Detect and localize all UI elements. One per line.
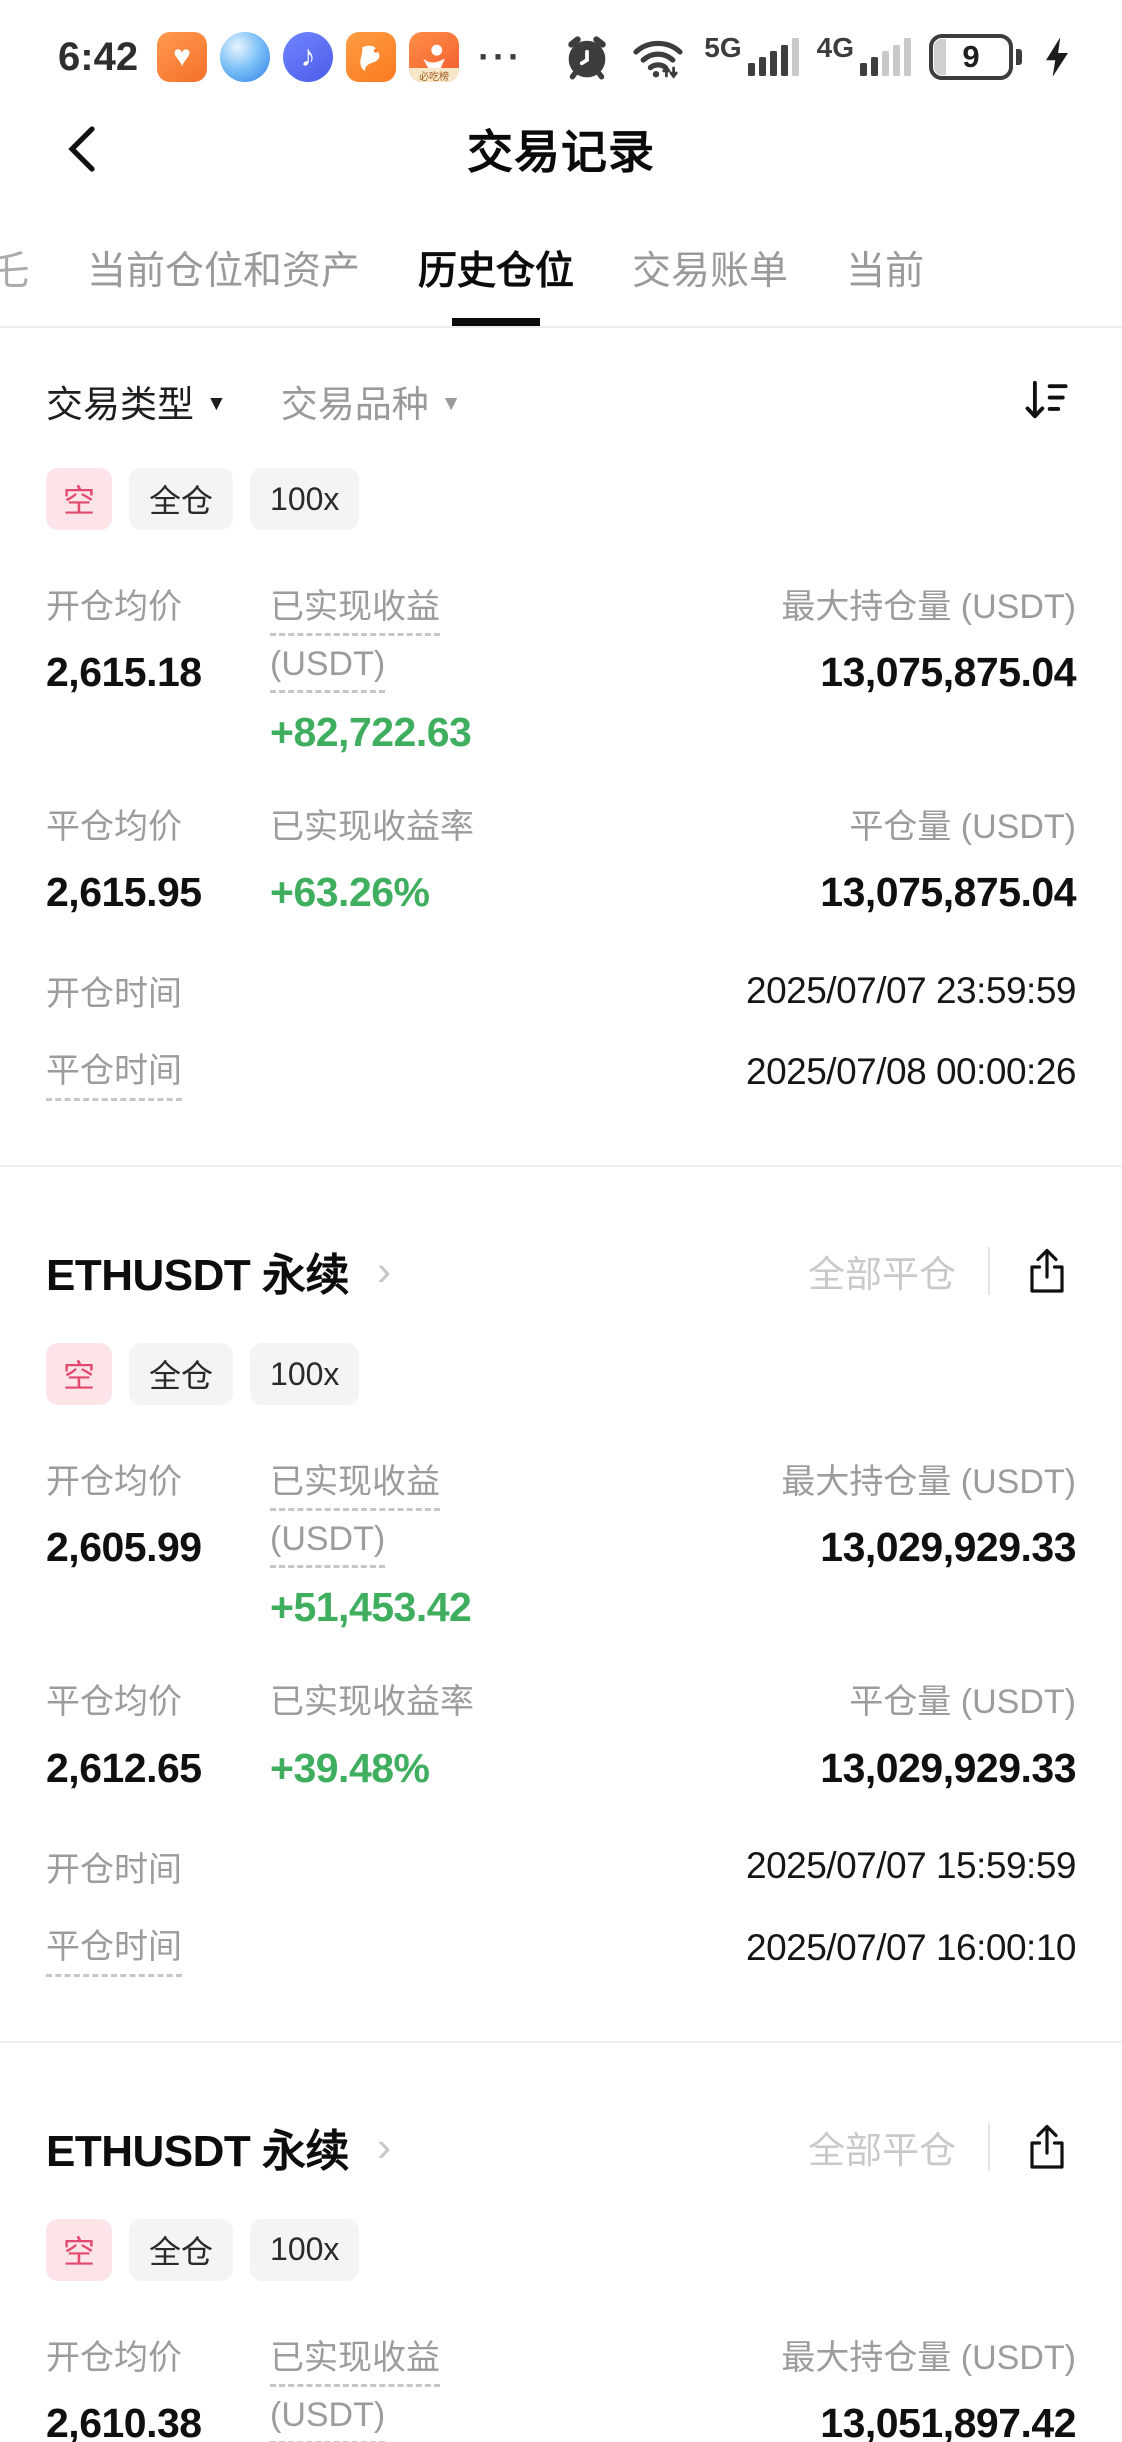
chevron-down-icon: ▼ <box>206 391 227 415</box>
divider <box>988 2122 990 2171</box>
chevron-down-icon: ▼ <box>440 391 462 415</box>
music-app-icon: ♪ <box>283 32 334 82</box>
realized-pnl-rate-label: 已实现收益率 <box>270 808 474 847</box>
close-all-status: 全部平仓 <box>808 2129 956 2171</box>
tab-bar: 乇 当前仓位和资产 历史仓位 交易账单 当前 <box>0 202 1122 328</box>
close-time-label[interactable]: 平仓时间 <box>46 1043 182 1102</box>
close-time-value: 2025/07/07 16:00:10 <box>746 1926 1077 1968</box>
close-volume-value: 13,029,929.33 <box>820 1744 1076 1791</box>
battery-indicator: 9 <box>929 34 1022 80</box>
close-all-status: 全部平仓 <box>808 1254 956 1296</box>
realized-pnl-label[interactable]: 已实现收益 (USDT) <box>270 2339 440 2442</box>
open-avg-price-label: 开仓均价 <box>46 588 182 626</box>
open-time-label: 开仓时间 <box>46 1850 182 1889</box>
margin-mode-badge: 全仓 <box>129 1343 234 1406</box>
close-avg-price-label: 平仓均价 <box>46 1683 182 1722</box>
divider <box>988 1247 990 1296</box>
leverage-badge: 100x <box>250 1343 360 1406</box>
realized-pnl-value: +51,453.42 <box>270 1584 472 1631</box>
symbol-title[interactable]: ETHUSDT 永续 <box>46 2126 350 2176</box>
margin-mode-badge: 全仓 <box>129 2218 234 2281</box>
realized-pnl-value: +82,722.63 <box>270 709 472 756</box>
close-time-value: 2025/07/08 00:00:26 <box>746 1051 1077 1093</box>
margin-mode-badge: 全仓 <box>129 468 234 530</box>
realized-pnl-rate-value: +39.48% <box>270 1744 430 1791</box>
max-position-label: 最大持仓量 (USDT) <box>781 1463 1076 1502</box>
realized-pnl-rate-label: 已实现收益率 <box>270 1683 474 1722</box>
symbol-title[interactable]: ETHUSDT 永续 <box>46 1251 350 1301</box>
realized-pnl-label[interactable]: 已实现收益 (USDT) <box>270 1463 440 1569</box>
realized-pnl-rate-value: +63.26% <box>270 869 430 916</box>
open-avg-price-value: 2,605.99 <box>46 1524 202 1571</box>
open-time-value: 2025/07/07 15:59:59 <box>746 1845 1077 1887</box>
position-card-3[interactable]: ETHUSDT 永续 › 全部平仓 空 全仓 100x 开仓均价 2,610.3… <box>0 2043 1122 2442</box>
open-time-value: 2025/07/07 23:59:59 <box>746 969 1077 1011</box>
close-volume-label: 平仓量 (USDT) <box>849 1683 1076 1722</box>
chevron-right-icon: › <box>377 2122 391 2170</box>
close-volume-label: 平仓量 (USDT) <box>849 808 1076 847</box>
open-avg-price-label: 开仓均价 <box>46 2338 182 2377</box>
open-time-label: 开仓时间 <box>46 975 182 1014</box>
max-position-label: 最大持仓量 (USDT) <box>781 588 1076 626</box>
share-icon[interactable] <box>1022 2120 1072 2174</box>
tab-history-positions[interactable]: 历史仓位 <box>418 240 574 296</box>
tab-overflow-left[interactable]: 乇 <box>0 240 29 296</box>
chevron-right-icon: › <box>377 1247 391 1295</box>
alarm-icon <box>562 32 612 82</box>
wifi-icon <box>630 32 686 82</box>
close-avg-price-label: 平仓均价 <box>46 808 182 847</box>
nav-bar: 交易记录 <box>0 96 1122 202</box>
divider <box>0 1165 1122 1168</box>
leverage-badge: 100x <box>250 2218 360 2281</box>
back-button[interactable] <box>60 123 104 175</box>
max-position-label: 最大持仓量 (USDT) <box>781 2338 1076 2377</box>
tab-current-positions-assets[interactable]: 当前仓位和资产 <box>87 250 361 293</box>
signal-4g: 4G <box>817 34 911 76</box>
charging-bolt-icon <box>1040 35 1074 79</box>
open-avg-price-value: 2,610.38 <box>46 2399 202 2442</box>
short-badge: 空 <box>46 2218 113 2281</box>
close-avg-price-value: 2,615.95 <box>46 869 202 916</box>
position-card-2[interactable]: ETHUSDT 永续 › 全部平仓 空 全仓 100x 开仓均价 2,605.9… <box>0 1167 1122 2043</box>
filter-row: 交易类型 ▼ 交易品种 ▼ <box>0 328 1122 428</box>
signal-5g: 5G <box>704 34 799 76</box>
short-badge: 空 <box>46 468 113 530</box>
sphere-browser-app-icon <box>220 32 271 82</box>
position-tags: 空 全仓 100x <box>0 2179 1122 2281</box>
heart-app-icon: ♥ <box>157 32 208 82</box>
leverage-badge: 100x <box>250 468 360 530</box>
sort-descending-icon[interactable] <box>1018 375 1070 427</box>
trade-pair-filter[interactable]: 交易品种 ▼ <box>280 384 462 425</box>
open-avg-price-value: 2,615.18 <box>46 649 202 696</box>
uc-browser-app-icon <box>346 32 397 82</box>
dianping-app-icon: 必吃榜 <box>409 32 460 82</box>
open-avg-price-label: 开仓均价 <box>46 1463 182 1502</box>
divider <box>0 2040 1122 2043</box>
max-position-value: 13,029,929.33 <box>820 1524 1076 1571</box>
more-apps-icon: ··· <box>478 36 524 77</box>
tab-trade-bills[interactable]: 交易账单 <box>632 250 789 293</box>
close-volume-value: 13,075,875.04 <box>820 869 1076 916</box>
close-time-label[interactable]: 平仓时间 <box>46 1919 182 1977</box>
position-tags: 空 全仓 100x <box>0 1303 1122 1406</box>
max-position-value: 13,051,897.42 <box>820 2399 1076 2442</box>
close-avg-price-value: 2,612.65 <box>46 1744 202 1791</box>
realized-pnl-label[interactable]: 已实现收益 (USDT) <box>270 588 440 694</box>
position-tags: 空 全仓 100x <box>0 428 1122 530</box>
short-badge: 空 <box>46 1343 113 1406</box>
tab-current-orders[interactable]: 当前 <box>846 250 925 293</box>
clock-time: 6:42 <box>58 34 139 79</box>
trade-type-filter[interactable]: 交易类型 ▼ <box>46 384 227 425</box>
share-icon[interactable] <box>1022 1244 1072 1298</box>
position-card-1[interactable]: 空 全仓 100x 开仓均价 2,615.18 已实现收益 (USDT) +82… <box>0 428 1122 1168</box>
max-position-value: 13,075,875.04 <box>820 649 1076 696</box>
page-title: 交易记录 <box>467 126 655 178</box>
dianping-badge: 必吃榜 <box>409 68 460 82</box>
status-bar: 6:42 ♥ ♪ 必吃榜 ··· <box>0 0 1122 96</box>
